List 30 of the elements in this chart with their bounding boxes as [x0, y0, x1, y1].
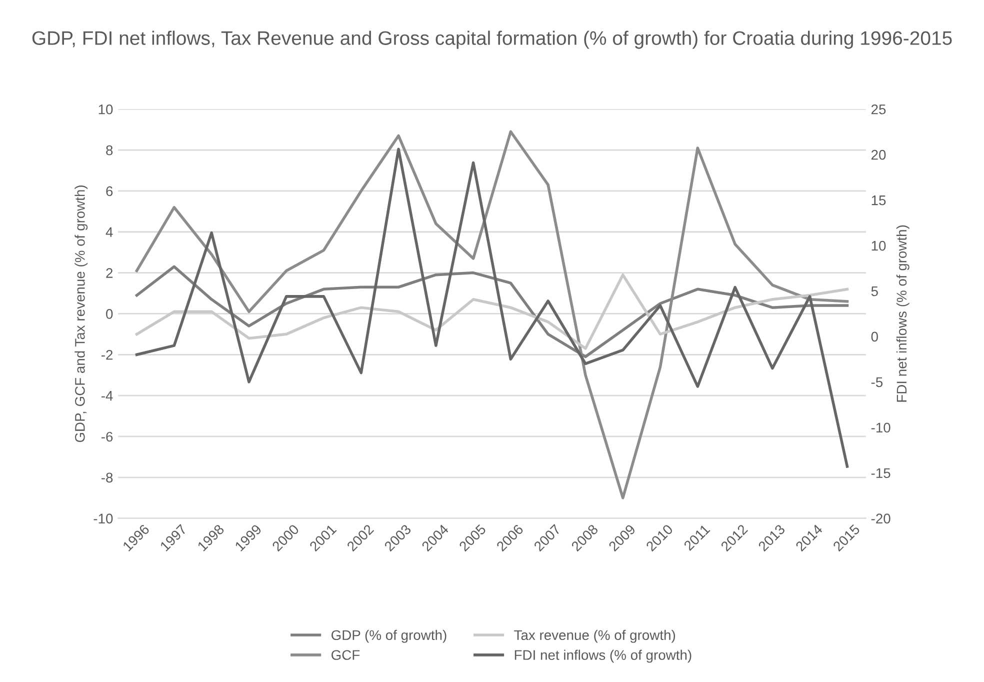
y2-tick-label: 10: [872, 240, 886, 251]
y2-tick-label: 20: [871, 150, 886, 160]
y2-tick-label: -15: [871, 468, 890, 478]
legend-label: Tax revenue (% of growth): [514, 630, 676, 643]
y-tick-label: -2: [101, 350, 113, 360]
legend-label: FDI net inflows (% of growth): [514, 650, 692, 663]
y-tick-label: 10: [98, 104, 113, 114]
y2-tick-label: -20: [871, 514, 890, 524]
y2-tick-label: 5: [871, 286, 878, 296]
y-tick-label: 0: [106, 309, 113, 319]
legend-label: GDP (% of growth): [332, 630, 446, 643]
y-tick-label: -8: [101, 472, 113, 483]
y-tick-label: 2: [106, 268, 113, 278]
y-tick-label: -6: [101, 432, 113, 442]
y-tick-label: 8: [106, 145, 113, 156]
y2-tick-label: -5: [871, 377, 883, 388]
y-tick-label: 6: [106, 186, 113, 196]
y2-tick-label: -10: [871, 422, 890, 433]
y-axis-title: GDP, GCF and Tax revenue (% of growth): [74, 186, 88, 442]
y2-tick-label: 25: [871, 104, 886, 114]
line-series: [135, 273, 849, 350]
y-tick-label: -10: [94, 514, 113, 524]
line-series: [135, 265, 849, 358]
y-tick-label: 4: [106, 227, 113, 237]
y2-tick-label: 15: [872, 196, 886, 206]
y2-axis-title: FDI net inflows (% of growth): [896, 225, 910, 402]
legend-label: GCF: [332, 650, 360, 660]
y-tick-label: -4: [101, 391, 113, 401]
chart-title: GDP, FDI net inflows, Tax Revenue and Gross capital formation (% of growth) for Croatia during 1996-2015: [32, 30, 952, 49]
y2-tick-label: 0: [871, 332, 878, 342]
